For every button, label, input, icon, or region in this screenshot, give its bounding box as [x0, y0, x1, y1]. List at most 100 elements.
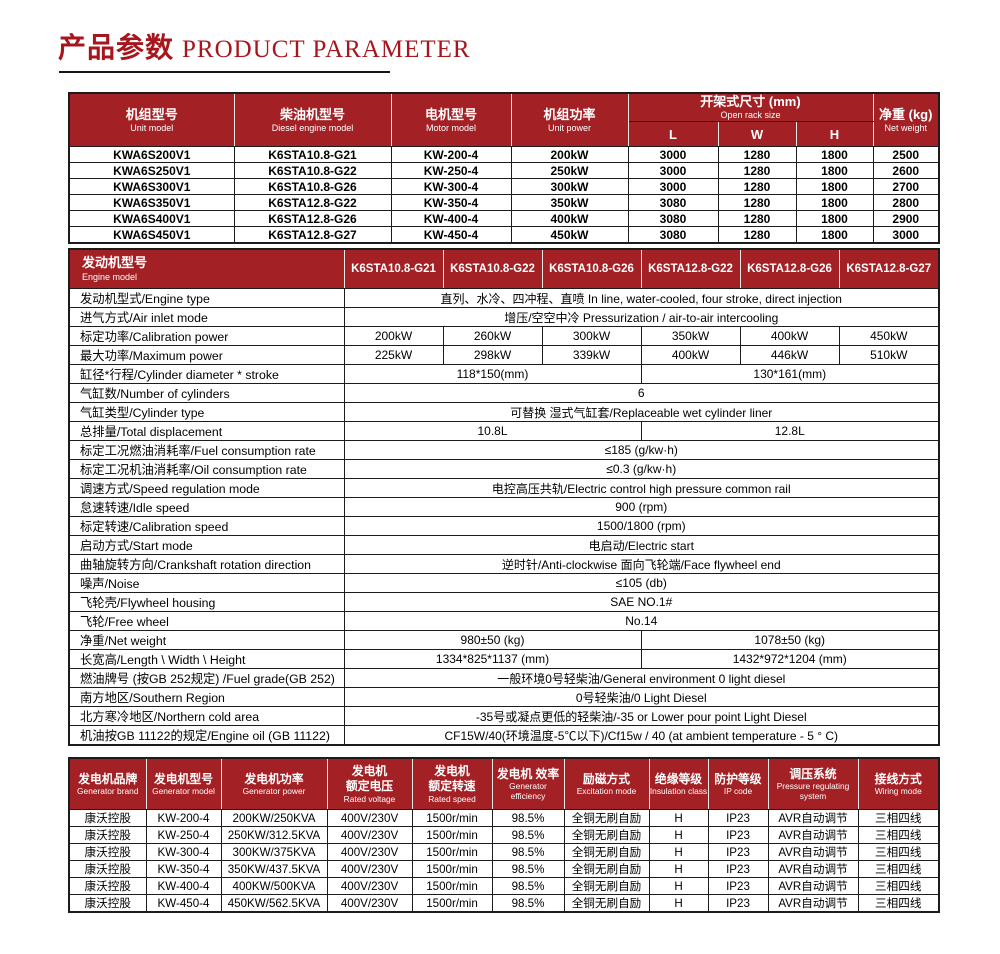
row-label: 最大功率/Maximum power	[68, 345, 345, 365]
table-cell: 一般环境0号轻柴油/General environment 0 light di…	[343, 668, 940, 688]
table-cell: 350kW	[510, 194, 629, 212]
table-cell: 98.5%	[491, 826, 565, 844]
table-cell: 三相四线	[857, 877, 940, 895]
table-cell: KW-300-4	[390, 178, 512, 196]
table-cell: 电启动/Electric start	[343, 535, 940, 555]
table-cell: AVR自动调节	[767, 860, 859, 878]
table-cell: 2800	[872, 194, 940, 212]
column-header-zh: 绝缘等级	[654, 771, 703, 786]
table-cell: 1500r/min	[411, 843, 493, 861]
row-label: 气缸数/Number of cylinders	[68, 383, 345, 403]
table-cell: 1280	[717, 162, 797, 180]
generator-header-row: 发电机品牌 Generator brand 发电机型号 Generator model…	[68, 757, 940, 810]
table-cell: 3000	[872, 226, 940, 244]
table-row: 标定转速/Calibration speed 1500/1800 (rpm)	[68, 516, 940, 536]
column-header-zh: 开架式尺寸 (mm)	[700, 94, 801, 109]
column-header-en: Engine model	[82, 271, 138, 282]
table-cell: 3080	[627, 194, 719, 212]
table-cell: 1500r/min	[411, 826, 493, 844]
column-header: 发电机型号 Generator model	[145, 757, 222, 810]
table-cell: 1280	[717, 178, 797, 196]
table-cell: IP23	[707, 894, 769, 913]
table-cell: 全铜无刷自励	[563, 894, 650, 913]
table-row: 标定工况燃油消耗率/Fuel consumption rate ≤185 (g/k…	[68, 440, 940, 460]
table-row: 飞轮/Free wheel No.14	[68, 611, 940, 631]
table-cell: KWA6S450V1	[68, 226, 235, 244]
column-header-en: Open rack size	[720, 110, 781, 121]
table-cell: 400V/230V	[326, 877, 413, 895]
table-row: 曲轴旋转方向/Crankshaft rotation direction 逆时针/…	[68, 554, 940, 574]
table-cell: AVR自动调节	[767, 843, 859, 861]
table-cell: 康沃控股	[68, 809, 147, 827]
table-cell: 康沃控股	[68, 826, 147, 844]
table-cell: 900 (rpm)	[343, 497, 940, 517]
table-row: 标定功率/Calibration power 200kW 260kW 300kW 350…	[68, 326, 940, 346]
column-header-en: Unit power	[547, 122, 592, 133]
table-cell: K6STA12.8-G27	[233, 226, 392, 244]
table-cell: 300KW/375KVA	[220, 843, 328, 861]
table-cell: KWA6S200V1	[68, 146, 235, 164]
engine-model-column: K6STA10.8-G22	[442, 248, 543, 289]
table-cell: 6	[343, 383, 940, 403]
row-label: 净重/Net weight	[68, 630, 345, 650]
column-header-zh: 机组功率	[543, 106, 596, 122]
table-cell: KW-450-4	[390, 226, 512, 244]
table-cell: KW-450-4	[145, 894, 222, 913]
table-cell: KWA6S350V1	[68, 194, 235, 212]
table-cell: 1500r/min	[411, 877, 493, 895]
column-header: 柴油机型号 Diesel engine model	[233, 92, 392, 148]
table-cell: 1280	[717, 194, 797, 212]
row-label: 长宽高/Length \ Width \ Height	[68, 649, 345, 669]
table-cell: IP23	[707, 809, 769, 827]
row-label: 飞轮/Free wheel	[68, 611, 345, 631]
table-cell: K6STA10.8-G21	[233, 146, 392, 164]
table-cell: KW-200-4	[145, 809, 222, 827]
table-row: KWA6S350V1 K6STA12.8-G22 KW-350-4 350kW 3080…	[68, 194, 940, 212]
column-header: 电机型号 Motor model	[390, 92, 512, 148]
row-label: 标定工况燃油消耗率/Fuel consumption rate	[68, 440, 345, 460]
table-cell: K6STA10.8-G26	[233, 178, 392, 196]
table-cell: AVR自动调节	[767, 826, 859, 844]
table-cell: 1078±50 (kg)	[640, 630, 940, 650]
table-cell: 400V/230V	[326, 894, 413, 913]
column-header: 发电机 额定电压 Rated voltage	[326, 757, 413, 810]
row-label: 标定转速/Calibration speed	[68, 516, 345, 536]
table-cell: 118*150(mm)	[343, 364, 642, 384]
table-row: 标定工况机油消耗率/Oil consumption rate ≤0.3 (g/kw…	[68, 459, 940, 479]
table-cell: 300kW	[541, 326, 642, 346]
table-row: 北方寒冷地区/Northern cold area -35号或凝点更低的轻柴油/-…	[68, 706, 940, 726]
column-header: 励磁方式 Excitation mode	[563, 757, 650, 810]
unit-header-row: 机组型号 Unit model 柴油机型号 Diesel engine model 电机…	[68, 92, 940, 148]
table-cell: 1500/1800 (rpm)	[343, 516, 940, 536]
column-header-zh: 发电机功率	[244, 771, 304, 786]
table-cell: 3000	[627, 146, 719, 164]
column-header-en: Motor model	[425, 122, 477, 133]
table-cell: KW-300-4	[145, 843, 222, 861]
column-header-zh: 发动机型号	[82, 255, 148, 271]
table-cell: 450KW/562.5KVA	[220, 894, 328, 913]
table-cell: 三相四线	[857, 860, 940, 878]
row-label: 总排量/Total displacement	[68, 421, 345, 441]
table-row: 气缸数/Number of cylinders 6	[68, 383, 940, 403]
column-header-zh: 励磁方式	[582, 771, 631, 786]
page-title-zh: 产品参数	[58, 32, 175, 63]
table-cell: 全铜无刷自励	[563, 843, 650, 861]
table-cell: KWA6S400V1	[68, 210, 235, 228]
row-label: 标定工况机油消耗率/Oil consumption rate	[68, 459, 345, 479]
table-row: KWA6S450V1 K6STA12.8-G27 KW-450-4 450kW 3080…	[68, 226, 940, 244]
column-header-zh: 机组型号	[125, 106, 178, 122]
table-cell: H	[648, 860, 709, 878]
table-cell: AVR自动调节	[767, 894, 859, 913]
table-row: KWA6S300V1 K6STA10.8-G26 KW-300-4 300kW 3000…	[68, 178, 940, 196]
column-header-zh: 发电机 额定电压	[345, 764, 394, 793]
column-header-en: Generator brand	[77, 786, 139, 797]
table-cell: 400V/230V	[326, 843, 413, 861]
table-row: 进气方式/Air inlet mode 增压/空空中冷 Pressurizatio…	[68, 307, 940, 327]
column-header-zh: 防护等级	[714, 771, 762, 786]
table-cell: KW-250-4	[390, 162, 512, 180]
table-cell: 130*161(mm)	[640, 364, 940, 384]
table-row: 调速方式/Speed regulation mode 电控高压共轨/Electri…	[68, 478, 940, 498]
page-title-en: PRODUCT PARAMETER	[182, 36, 471, 63]
